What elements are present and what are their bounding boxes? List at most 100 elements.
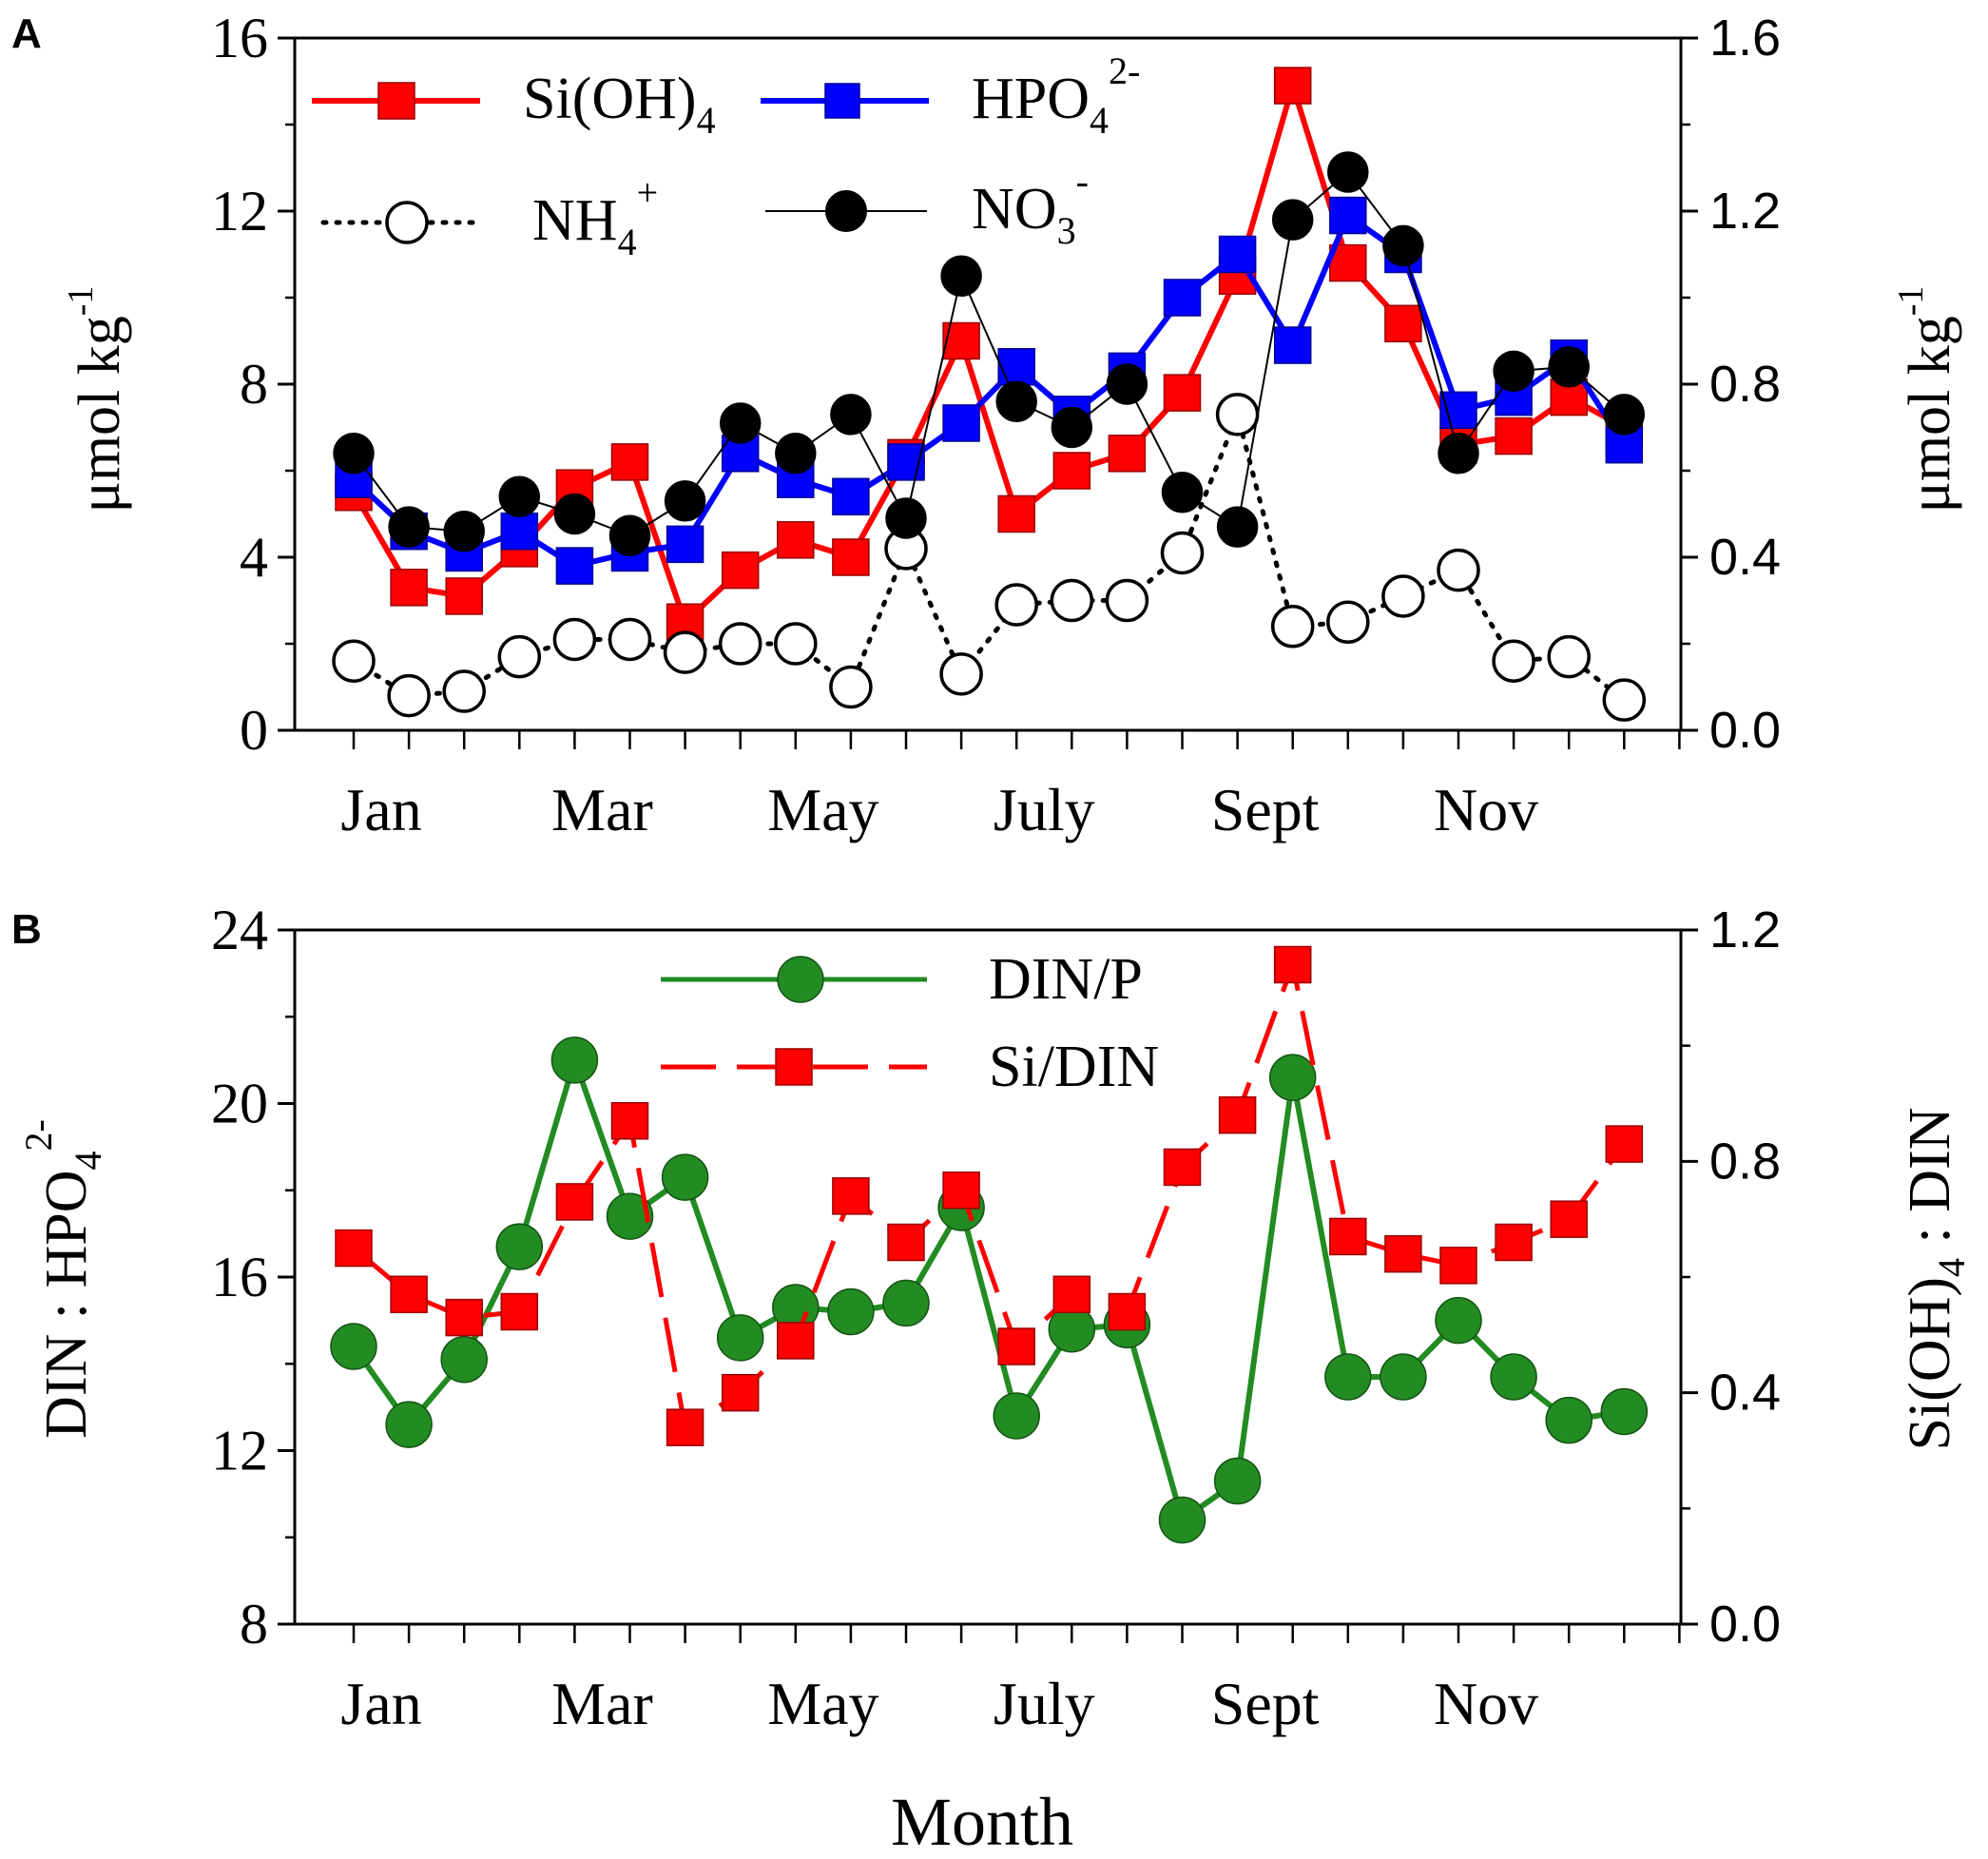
- panel-b-right-tick-label: 0.8: [1709, 1133, 1781, 1190]
- legend-no3-label-sub: 3: [1057, 209, 1076, 252]
- series-si-oh-4-point: [1163, 374, 1202, 412]
- series-nh4-point: [1602, 678, 1647, 722]
- series-nh4-point: [1437, 548, 1480, 592]
- series-no3-point: [388, 506, 430, 548]
- panel-a-right-tick-label: 0.0: [1709, 702, 1781, 759]
- series-si-din-point: [1329, 1217, 1367, 1256]
- series-din-p-point: [661, 1153, 709, 1201]
- legend-no3-label: NO3-: [972, 160, 1089, 252]
- legend-si-oh4-label: Si(OH)4: [523, 67, 716, 142]
- series-nh4-point: [1492, 639, 1535, 683]
- panel-a-right-y-axis: 0.0 0.4 0.8 1.2 1.6: [1681, 10, 1781, 759]
- panel-a-right-tick-label: 0.8: [1709, 356, 1781, 413]
- series-si-oh-4-point: [721, 551, 760, 590]
- legend-si-din-marker: [775, 1048, 813, 1086]
- series-hpo4-2-point: [832, 477, 870, 516]
- series-hpo4-2-point: [1273, 326, 1312, 364]
- series-si-din-point: [1605, 1125, 1644, 1163]
- series-no3-point: [719, 402, 762, 444]
- series-no3-point: [885, 497, 927, 539]
- series-din-p-point: [882, 1279, 930, 1327]
- series-nh4-point: [663, 630, 707, 674]
- series-din-p-point: [1268, 1054, 1317, 1101]
- series-nh4-point: [1547, 634, 1591, 679]
- series-hpo4-2-point: [666, 525, 704, 564]
- series-hpo4-2-point: [942, 404, 980, 442]
- series-din-p-point: [330, 1323, 377, 1370]
- panel-b-x-tick-label: Jan: [340, 1670, 421, 1737]
- series-si-din-point: [1052, 1275, 1091, 1313]
- series-si-din: [335, 945, 1644, 1446]
- series-si-oh-4-point: [1052, 452, 1091, 490]
- series-no3-point: [1161, 472, 1204, 513]
- series-nh4-point: [1215, 393, 1260, 436]
- panel-b-left-tick-label: 20: [211, 1073, 268, 1135]
- panel-b-left-axis-label-sup: 2-: [17, 1119, 60, 1151]
- legend-nh4-label-sup: +: [637, 171, 659, 214]
- series-nh4-point: [1105, 578, 1149, 623]
- series-nh4-point: [332, 639, 376, 683]
- panel-a-left-y-axis: 0 4 8 12 16: [211, 7, 295, 762]
- series-si-oh-4-point: [1108, 435, 1147, 473]
- series-si-oh-4-point: [777, 521, 815, 559]
- series-no3-point: [553, 493, 596, 535]
- legend-hpo4-label-sub: 4: [1090, 99, 1109, 142]
- panel-b-right-tick-label: 0.0: [1709, 1596, 1781, 1653]
- series-si-din-point: [335, 1229, 373, 1268]
- series-din-p-point: [1213, 1457, 1262, 1505]
- series-si-din-point: [610, 1102, 649, 1140]
- series-din-p-point: [1380, 1353, 1427, 1401]
- series-no3: [333, 151, 1646, 556]
- legend-nh4: NH4+: [320, 171, 658, 263]
- panel-b-left-y-axis: 8 12 16 20 24: [211, 899, 295, 1656]
- series-no3-point: [1271, 199, 1314, 241]
- panel-b-right-axis-label: Si(OH)4 : DIN: [1898, 1108, 1973, 1451]
- panel-b-x-axis-label: Month: [891, 1784, 1073, 1859]
- series-din-p-point: [440, 1335, 488, 1384]
- panel-b-left-axis-label-text: DIN : HPO: [34, 1170, 99, 1438]
- series-si-din-point: [1218, 1095, 1257, 1134]
- series-din-p-point: [1545, 1396, 1592, 1444]
- legend-hpo4: HPO42-: [761, 49, 1140, 142]
- panel-a-left-tick-label: 8: [240, 353, 268, 416]
- series-nh4-point: [774, 622, 818, 666]
- series-no3-point: [498, 475, 541, 518]
- panel-b-label: B: [11, 906, 42, 953]
- panel-a-right-tick-label: 1.2: [1709, 183, 1781, 240]
- series-hpo4-2-point: [997, 348, 1035, 386]
- series-hpo4-2-point: [1218, 235, 1257, 274]
- panel-b-x-tick-label: May: [767, 1670, 878, 1737]
- series-din-p-point: [495, 1223, 544, 1270]
- legend-nh4-label: NH4+: [532, 171, 658, 263]
- series-si-din-point: [390, 1275, 428, 1313]
- legend-hpo4-label-sup: 2-: [1109, 49, 1140, 92]
- series-si-din-point: [1163, 1148, 1202, 1187]
- series-no3-point: [608, 514, 651, 556]
- series-no3-point: [830, 394, 872, 436]
- legend-din-p: DIN/P: [661, 947, 1143, 1012]
- legend-nh4-label-sub: 4: [618, 221, 637, 263]
- series-nh4-point: [1270, 605, 1315, 649]
- panel-a-left-tick-label: 0: [240, 699, 268, 762]
- series-no3-point: [443, 510, 485, 552]
- series-nh4: [332, 393, 1647, 722]
- panel-a-left-tick-label: 16: [211, 7, 268, 69]
- panel-b-right-tick-label: 0.4: [1709, 1365, 1781, 1422]
- series-din-p-point: [1490, 1353, 1537, 1401]
- series-hpo4-2-point: [555, 547, 594, 585]
- series-no3-point: [1603, 394, 1646, 436]
- series-hpo4-2-point: [1439, 391, 1477, 430]
- series-din-p-point: [385, 1401, 433, 1448]
- series-no3-point: [940, 255, 982, 297]
- series-nh4-point: [939, 652, 983, 696]
- series-hpo4-2-point: [500, 512, 539, 551]
- panel-a-left-tick-label: 12: [211, 180, 268, 242]
- panel-b-left-axis-label-sub: 4: [67, 1151, 109, 1170]
- panel-a-x-tick-label: May: [767, 776, 878, 843]
- legend-hpo4-label-text: HPO: [972, 67, 1090, 131]
- series-din-p-point: [606, 1192, 654, 1240]
- series-si-oh-4-point: [832, 538, 870, 576]
- panel-b-series-layer: [330, 945, 1649, 1544]
- panel-a-label: A: [11, 10, 42, 57]
- panel-a-left-axis-label-sup: -1: [61, 286, 101, 317]
